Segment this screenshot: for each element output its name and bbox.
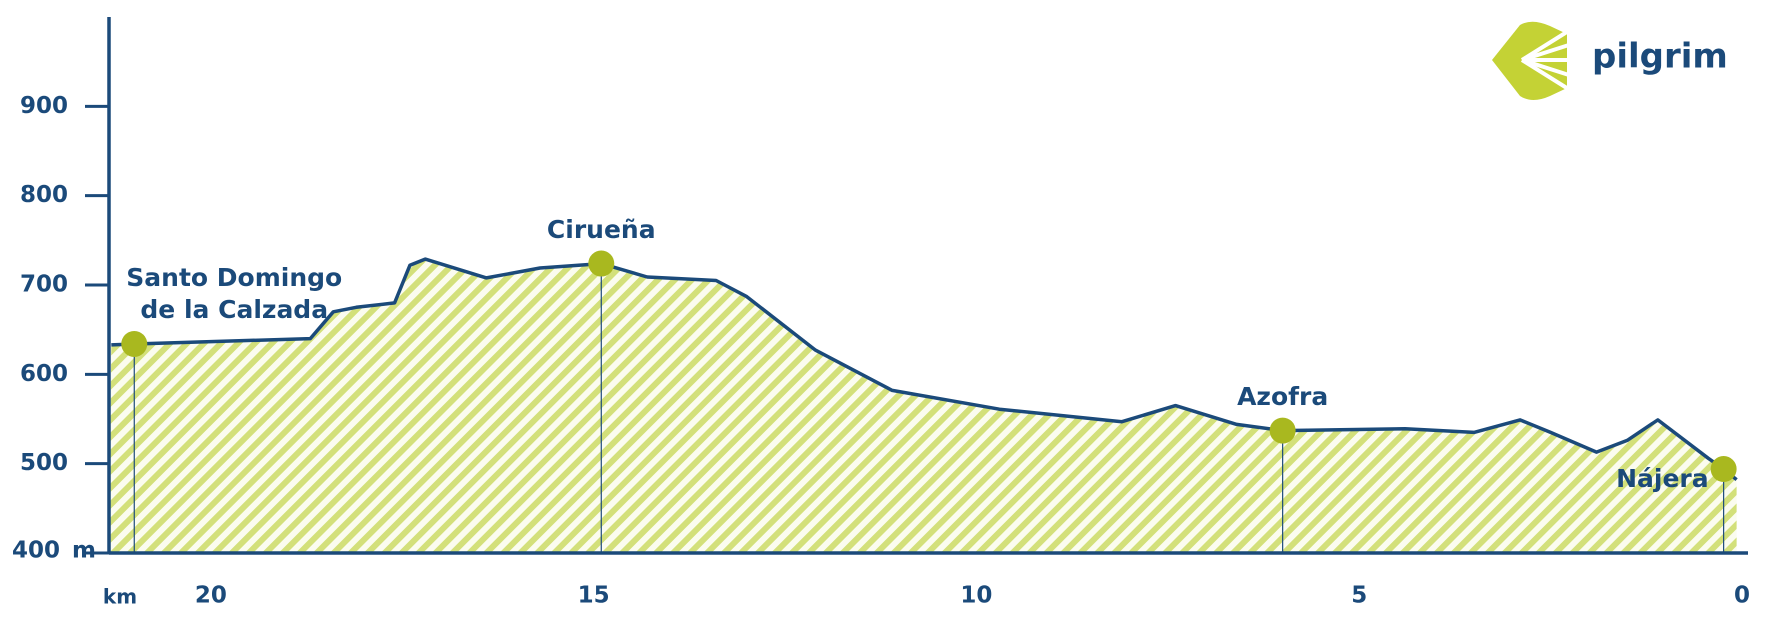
y-tick-label: 900 bbox=[20, 93, 68, 119]
x-tick-label: 5 bbox=[1351, 583, 1367, 609]
stop-marker bbox=[1269, 417, 1296, 444]
area-fill bbox=[109, 259, 1737, 553]
stop-label: Cirueña bbox=[546, 214, 656, 244]
elevation-line bbox=[111, 257, 1738, 482]
y-tick-label: 500 bbox=[20, 450, 68, 476]
x-tick-label: 0 bbox=[1734, 583, 1750, 609]
stop-label: Santo Domingo de la Calzada bbox=[126, 262, 343, 324]
logo-text: pilgrim bbox=[1592, 37, 1728, 77]
y-tick-label: 600 bbox=[20, 361, 68, 387]
y-tick-label: 700 bbox=[20, 272, 68, 298]
x-tick-label: 15 bbox=[578, 583, 610, 609]
y-tick-label: 800 bbox=[20, 182, 68, 208]
stop-label: Nájera bbox=[1616, 464, 1709, 494]
stop-marker bbox=[588, 250, 615, 277]
stop-label: Azofra bbox=[1237, 381, 1329, 411]
y-tick-label: 400 bbox=[12, 538, 60, 564]
x-tick-label: 20 bbox=[195, 583, 227, 609]
x-unit: km bbox=[103, 585, 137, 609]
stop-marker bbox=[1710, 456, 1737, 483]
x-tick-label: 10 bbox=[960, 583, 992, 609]
y-unit: m bbox=[72, 538, 96, 564]
stop-marker bbox=[121, 330, 148, 357]
logo bbox=[1492, 21, 1573, 100]
